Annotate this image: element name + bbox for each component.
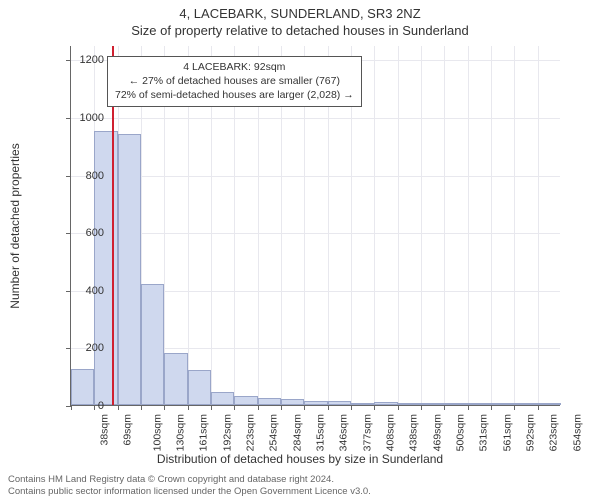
x-tick-label: 284sqm <box>291 414 303 451</box>
y-tick-label: 1200 <box>64 54 104 66</box>
x-tick-mark <box>281 405 282 410</box>
x-tick-mark <box>374 405 375 410</box>
x-tick-mark <box>141 405 142 410</box>
x-tick-mark <box>164 405 165 410</box>
gridline-horizontal <box>71 118 560 119</box>
histogram-bar <box>118 134 141 405</box>
x-tick-mark <box>304 405 305 410</box>
histogram-bar <box>281 399 304 405</box>
x-tick-mark <box>351 405 352 410</box>
x-tick-label: 254sqm <box>268 414 280 451</box>
attribution-line-1: Contains HM Land Registry data © Crown c… <box>8 474 371 486</box>
histogram-bar <box>468 403 491 405</box>
x-axis-label: Distribution of detached houses by size … <box>0 452 600 466</box>
x-tick-label: 438sqm <box>408 414 420 451</box>
gridline-horizontal <box>71 233 560 234</box>
x-tick-label: 500sqm <box>454 414 466 451</box>
histogram-bar <box>258 398 281 405</box>
x-tick-mark <box>444 405 445 410</box>
histogram-bar <box>374 402 397 405</box>
x-tick-label: 315sqm <box>314 414 326 451</box>
y-tick-label: 1000 <box>64 112 104 124</box>
x-tick-label: 531sqm <box>478 414 490 451</box>
x-tick-mark <box>398 405 399 410</box>
y-tick-label: 0 <box>64 400 104 412</box>
x-tick-mark <box>188 405 189 410</box>
x-tick-label: 592sqm <box>524 414 536 451</box>
y-tick-label: 200 <box>64 342 104 354</box>
histogram-bar <box>444 403 467 405</box>
annotation-line-3: 72% of semi-detached houses are larger (… <box>115 88 354 102</box>
x-tick-mark <box>491 405 492 410</box>
x-tick-label: 38sqm <box>99 414 111 446</box>
plot-area: 4 LACEBARK: 92sqm← 27% of detached house… <box>70 46 560 406</box>
annotation-line-1: 4 LACEBARK: 92sqm <box>115 60 354 74</box>
gridline-vertical <box>514 46 515 405</box>
x-tick-label: 561sqm <box>501 414 513 451</box>
gridline-horizontal <box>71 176 560 177</box>
histogram-bar <box>351 403 374 405</box>
x-tick-mark <box>234 405 235 410</box>
gridline-vertical <box>491 46 492 405</box>
gridline-vertical <box>444 46 445 405</box>
gridline-vertical <box>398 46 399 405</box>
y-tick-label: 600 <box>64 227 104 239</box>
gridline-vertical <box>421 46 422 405</box>
histogram-bar <box>164 353 187 405</box>
x-tick-label: 408sqm <box>384 414 396 451</box>
histogram-bar <box>188 370 211 405</box>
chart-title-primary: 4, LACEBARK, SUNDERLAND, SR3 2NZ <box>0 0 600 21</box>
x-tick-mark <box>421 405 422 410</box>
x-tick-mark <box>468 405 469 410</box>
attribution-line-2: Contains public sector information licen… <box>8 486 371 498</box>
gridline-vertical <box>538 46 539 405</box>
x-tick-mark <box>328 405 329 410</box>
x-tick-mark <box>118 405 119 410</box>
y-tick-label: 800 <box>64 170 104 182</box>
annotation-box: 4 LACEBARK: 92sqm← 27% of detached house… <box>107 56 362 107</box>
x-tick-label: 130sqm <box>174 414 186 451</box>
histogram-bar <box>421 403 444 405</box>
gridline-vertical <box>374 46 375 405</box>
histogram-bar <box>304 401 327 405</box>
x-tick-label: 623sqm <box>548 414 560 451</box>
y-axis-label: Number of detached properties <box>8 143 22 308</box>
x-tick-mark <box>211 405 212 410</box>
histogram-bar <box>398 403 421 405</box>
annotation-line-2: ← 27% of detached houses are smaller (76… <box>115 74 354 88</box>
x-tick-label: 377sqm <box>361 414 373 451</box>
attribution-text: Contains HM Land Registry data © Crown c… <box>8 474 371 498</box>
histogram-bar <box>211 392 234 405</box>
gridline-vertical <box>468 46 469 405</box>
histogram-bar <box>234 396 257 405</box>
y-tick-label: 400 <box>64 285 104 297</box>
x-tick-label: 192sqm <box>221 414 233 451</box>
histogram-bar <box>328 401 351 405</box>
histogram-bar <box>141 284 164 405</box>
histogram-bar <box>538 403 561 405</box>
x-tick-mark <box>514 405 515 410</box>
plot-wrapper: 4 LACEBARK: 92sqm← 27% of detached house… <box>70 46 560 406</box>
x-tick-mark <box>538 405 539 410</box>
x-tick-label: 69sqm <box>122 414 134 446</box>
x-tick-label: 223sqm <box>244 414 256 451</box>
chart-container: 4, LACEBARK, SUNDERLAND, SR3 2NZ Size of… <box>0 0 600 500</box>
histogram-bar <box>491 403 514 405</box>
x-tick-label: 469sqm <box>431 414 443 451</box>
x-tick-label: 346sqm <box>338 414 350 451</box>
x-tick-label: 100sqm <box>151 414 163 451</box>
x-tick-label: 161sqm <box>198 414 210 451</box>
histogram-bar <box>514 403 537 405</box>
chart-title-secondary: Size of property relative to detached ho… <box>0 21 600 38</box>
x-tick-mark <box>258 405 259 410</box>
x-tick-label: 654sqm <box>571 414 583 451</box>
